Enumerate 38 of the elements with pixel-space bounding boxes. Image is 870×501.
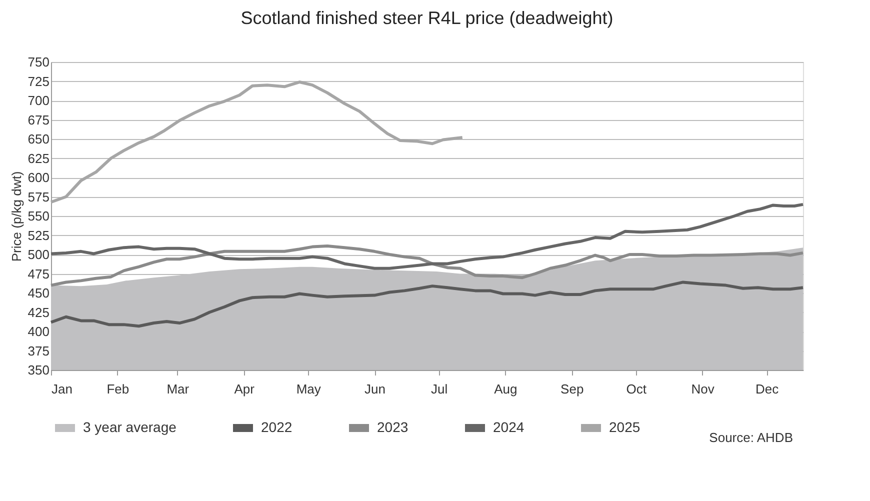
- line-series: [50, 80, 464, 204]
- x-tick-label: Mar: [166, 382, 190, 396]
- y-tick-label: 675: [28, 112, 50, 128]
- y-tick-label: 375: [28, 343, 50, 358]
- y-tick-label: 425: [28, 304, 50, 320]
- y-tick-label: 400: [28, 324, 50, 339]
- x-tick-label: Jan: [52, 382, 72, 396]
- x-tick-label: Aug: [494, 382, 518, 396]
- y-tick-label: 475: [28, 266, 50, 282]
- x-tick-label: May: [296, 382, 322, 396]
- y-tick-label: 500: [28, 247, 50, 262]
- legend-label: 2023: [377, 419, 408, 435]
- chart-title: Scotland finished steer R4L price (deadweight): [240, 8, 614, 28]
- x-tick-label: Jul: [430, 382, 448, 396]
- x-tick-label: Apr: [234, 382, 256, 396]
- legend-label: 3 year average: [83, 419, 177, 435]
- x-tick-label: Jun: [364, 382, 386, 396]
- y-tick-label: 575: [28, 189, 50, 204]
- y-tick-label: 450: [28, 286, 50, 300]
- y-tick-label: 350: [28, 362, 50, 378]
- x-tick-label: Oct: [626, 382, 647, 396]
- source-note: Source: AHDB: [709, 430, 793, 445]
- legend-label: 2022: [261, 419, 292, 435]
- y-tick-label: 550: [28, 208, 50, 224]
- y-tick-label: 750: [28, 54, 50, 70]
- y-tick-label: 600: [28, 170, 50, 185]
- y-tick-label: 725: [28, 74, 50, 89]
- x-tick-label: Nov: [691, 382, 715, 396]
- x-tick-label: Sep: [560, 382, 584, 396]
- legend-label: 2025: [609, 419, 640, 435]
- y-tick-label: 625: [28, 150, 50, 166]
- y-tick-label: 525: [28, 228, 50, 243]
- legend-label: 2024: [493, 419, 524, 435]
- y-axis-title: Price (p/kg dwt): [8, 171, 24, 262]
- y-tick-label: 700: [28, 93, 50, 108]
- y-tick-label: 650: [28, 132, 50, 146]
- x-tick-label: Dec: [756, 382, 780, 396]
- x-tick-label: Feb: [106, 382, 130, 396]
